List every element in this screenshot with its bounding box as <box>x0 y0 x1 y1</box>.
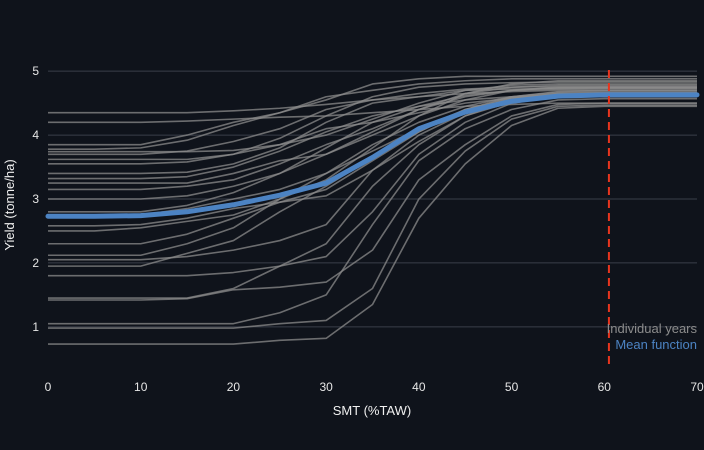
individual-year-line-2 <box>48 104 697 329</box>
individual-year-line-1 <box>48 105 697 345</box>
individual-year-line-21 <box>48 83 697 161</box>
individual-year-line-27 <box>48 89 697 114</box>
mean-function-series-line <box>45 92 700 219</box>
y-tick-label: 4 <box>32 128 39 142</box>
x-tick-label: 0 <box>45 380 52 394</box>
x-tick-label: 20 <box>227 380 241 394</box>
y-tick-labels: 1 2 3 4 5 <box>32 64 39 334</box>
individual-year-line-7 <box>48 94 697 267</box>
y-tick-label: 2 <box>32 256 39 270</box>
x-tick-label: 60 <box>598 380 612 394</box>
x-tick-labels: 0 10 20 30 40 50 60 70 <box>45 380 704 394</box>
x-tick-label: 30 <box>319 380 333 394</box>
individual-year-line-14 <box>48 79 697 213</box>
x-tick-label: 10 <box>134 380 148 394</box>
individual-year-line-17 <box>48 86 697 184</box>
y-tick-label: 5 <box>32 64 39 78</box>
individual-year-line-20 <box>48 81 697 165</box>
legend-entry-1: Individual years <box>607 321 698 336</box>
individual-year-line-18 <box>48 94 697 180</box>
x-tick-label: 70 <box>690 380 704 394</box>
legend-entry-2: Mean function <box>615 337 697 352</box>
individual-year-line-5 <box>48 95 697 299</box>
individual-year-line-19 <box>48 87 697 175</box>
x-tick-label: 50 <box>505 380 519 394</box>
individual-year-line-11 <box>48 84 697 232</box>
y-tick-label: 1 <box>32 320 39 334</box>
x-tick-label: 40 <box>412 380 426 394</box>
individual-year-line-24 <box>48 75 697 150</box>
individual-year-line-13 <box>48 89 697 216</box>
individual-year-line-26 <box>48 102 697 124</box>
x-axis-title: SMT (%TAW) <box>333 403 411 418</box>
individual-year-line-8 <box>48 92 697 261</box>
individual-year-lines <box>48 75 697 345</box>
individual-year-line-9 <box>48 90 697 257</box>
individual-year-line-3 <box>48 97 697 325</box>
y-axis-title: Yield (tonne/ha) <box>2 159 17 250</box>
y-tick-label: 3 <box>32 192 39 206</box>
mean-function-line <box>45 92 700 219</box>
individual-year-line-25 <box>48 78 697 146</box>
individual-year-line-10 <box>48 94 697 245</box>
grid-lines <box>48 70 697 328</box>
